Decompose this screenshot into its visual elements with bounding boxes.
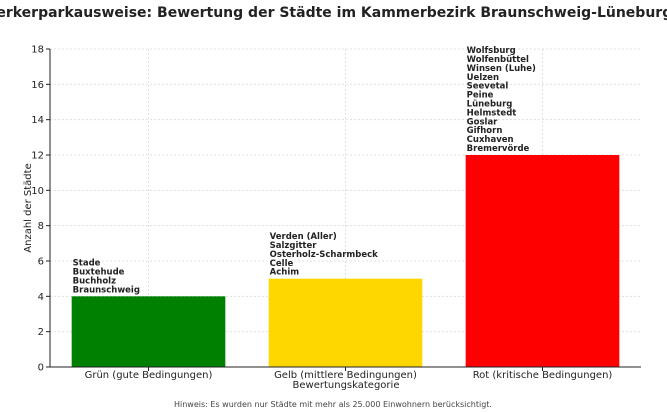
bar-annotation-city: Wolfenbüttel (467, 55, 529, 65)
bar-annotation-city: Helmstedt (467, 108, 517, 118)
bar-annotation-city: Gifhorn (467, 126, 503, 136)
bar-annotation-city: Peine (467, 91, 494, 101)
bar-annotation-city: Lüneburg (467, 100, 513, 110)
bar-annotation-city: Winsen (Luhe) (467, 64, 536, 74)
bar-annotation-city: Wolfsburg (467, 46, 516, 56)
bar-annotation-city: Stade (73, 259, 101, 269)
bar-annotation-city: Verden (Aller) (270, 232, 337, 242)
bar-0 (71, 296, 226, 367)
bar-annotation-city: Uelzen (467, 73, 499, 83)
y-tick-label: 6 (38, 257, 44, 268)
y-tick-label: 16 (31, 80, 44, 91)
x-tick-label: Rot (kritische Bedingungen) (473, 370, 613, 381)
y-tick-label: 8 (38, 221, 44, 232)
bars (71, 155, 620, 367)
y-tick-label: 12 (31, 151, 44, 162)
bar-annotation-city: Buxtehude (73, 268, 125, 278)
bar-2 (465, 155, 620, 367)
x-axis-label: Bewertungskategorie (293, 380, 400, 391)
bar-annotation-city: Goslar (467, 117, 499, 127)
bar-annotation-city: Bremervörde (467, 144, 530, 154)
bar-annotation-city: Cuxhaven (467, 135, 514, 145)
footnote: Hinweis: Es wurden nur Städte mit mehr a… (174, 400, 492, 409)
bar-annotation-city: Achim (270, 268, 300, 278)
y-tick-label: 2 (38, 327, 44, 338)
y-tick-label: 10 (31, 186, 44, 197)
bar-annotation-city: Osterholz-Scharmbeck (270, 250, 378, 260)
bar-1 (268, 278, 423, 367)
chart-title: Handwerkerparkausweise: Bewertung der St… (0, 5, 667, 21)
y-tick-label: 14 (31, 115, 44, 126)
bar-annotation-city: Seevetal (467, 82, 509, 92)
y-ticks: 0 2 4 6 8 10 12 14 16 18 (31, 45, 50, 374)
x-ticks: Grün (gute Bedingungen) Gelb (mittlere Be… (85, 367, 613, 381)
bar-annotation-city: Salzgitter (270, 241, 318, 251)
y-axis-label: Anzahl der Städte (23, 163, 34, 252)
bar-annotation-city: Buchholz (73, 276, 116, 286)
y-tick-label: 18 (31, 45, 44, 56)
y-tick-label: 4 (38, 292, 44, 303)
y-tick-label: 0 (38, 363, 44, 374)
x-tick-label: Gelb (mittlere Bedingungen) (274, 370, 417, 381)
bar-annotation-city: Braunschweig (73, 285, 140, 295)
bar-annotation-city: Celle (270, 259, 294, 269)
x-tick-label: Grün (gute Bedingungen) (85, 370, 213, 381)
